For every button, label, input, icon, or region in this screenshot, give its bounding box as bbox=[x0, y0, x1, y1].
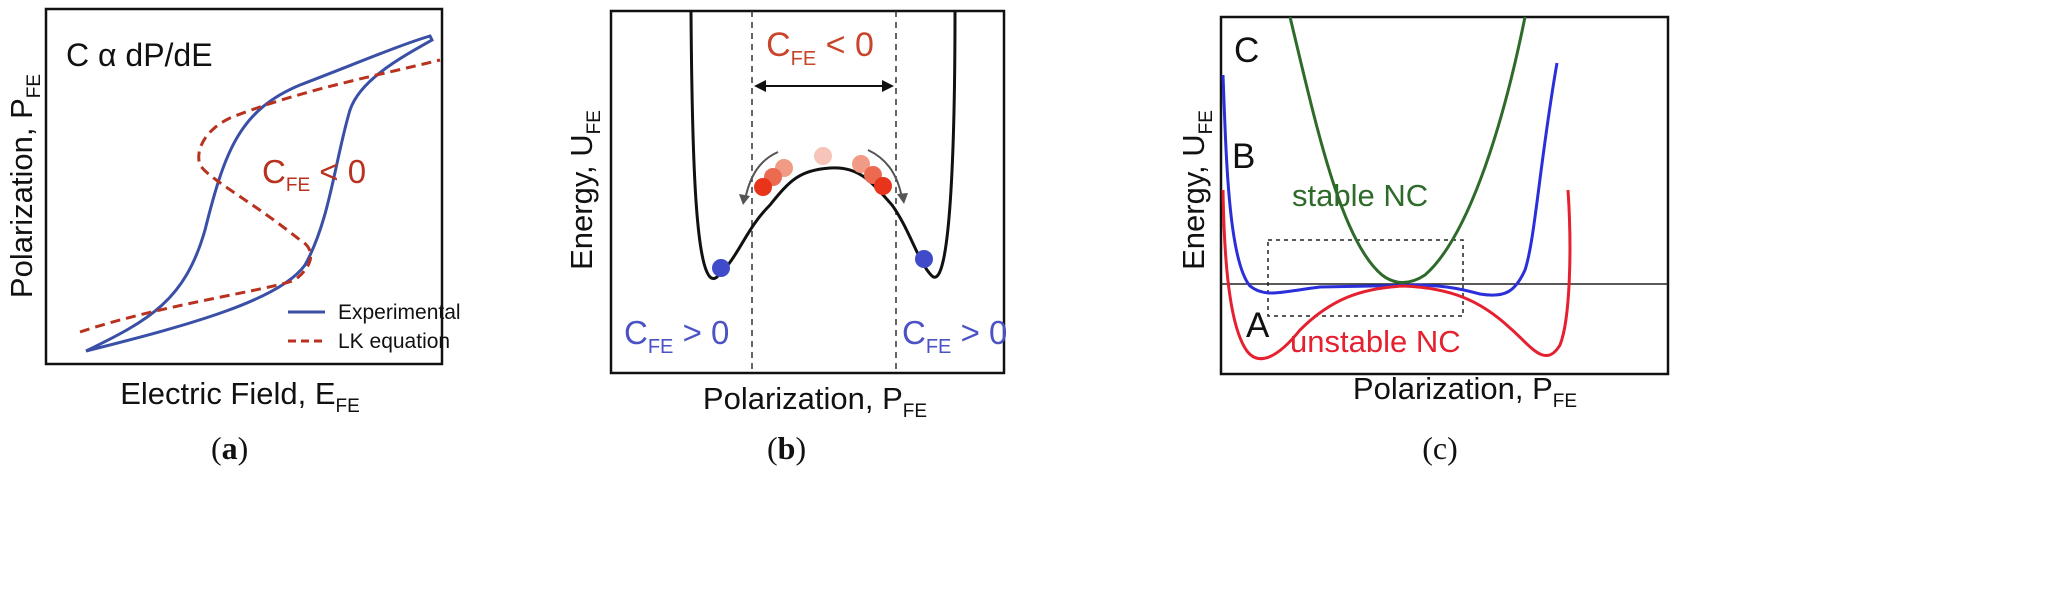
panel-b-ylabel: Energy, UFE bbox=[564, 110, 605, 270]
panel-b-chart: CFE < 0 CFE > 0 CFE > 0 Energy, UFE Pola… bbox=[564, 9, 1007, 466]
curve-a bbox=[1221, 189, 1572, 361]
panel-b: CFE < 0 CFE > 0 CFE > 0 Energy, UFE Pola… bbox=[540, 0, 1040, 611]
energy-curve bbox=[689, 10, 957, 280]
panel-b-xlabel: Polarization, PFE bbox=[703, 381, 927, 422]
curve-b bbox=[1221, 62, 1559, 297]
zoom-box bbox=[1267, 239, 1464, 317]
roll-arrow-left-head bbox=[739, 194, 750, 205]
experimental-curve bbox=[85, 34, 434, 353]
curve-c bbox=[1288, 16, 1527, 284]
stable-nc-label: stable NC bbox=[1292, 178, 1428, 213]
legend-lk-label: LK equation bbox=[338, 330, 450, 353]
lk-equation-curve bbox=[79, 58, 441, 334]
panel-a-frame bbox=[44, 7, 444, 366]
ball-left-3 bbox=[754, 178, 772, 196]
panel-a: C α dP/dE CFE < 0 Experimental LK equati… bbox=[0, 0, 460, 611]
panel-c-caption: (c) bbox=[1422, 430, 1458, 466]
panel-a-legend: Experimental LK equation bbox=[288, 301, 460, 353]
panel-c: C B A stable NC unstable NC Energy, UFE … bbox=[1120, 0, 2061, 611]
curve-a-label: A bbox=[1246, 306, 1270, 345]
ball-top bbox=[814, 147, 832, 165]
panel-a-title: C α dP/dE bbox=[66, 37, 213, 73]
unstable-nc-label: unstable NC bbox=[1290, 324, 1461, 359]
arrow-head-left bbox=[754, 80, 766, 92]
arrow-head-right bbox=[882, 80, 894, 92]
panel-c-frame bbox=[1219, 15, 1670, 376]
panel-b-pos-cap-right: CFE > 0 bbox=[902, 314, 1007, 358]
panel-a-neg-cap-label: CFE < 0 bbox=[262, 153, 366, 196]
legend-experimental-label: Experimental bbox=[338, 301, 460, 324]
roll-arrow-right bbox=[867, 149, 903, 199]
panel-a-chart: C α dP/dE CFE < 0 Experimental LK equati… bbox=[4, 7, 460, 466]
roll-arrow-right-head bbox=[897, 193, 908, 204]
panel-a-caption: (a) bbox=[211, 430, 248, 466]
curve-b-label: B bbox=[1232, 137, 1255, 176]
panel-b-frame bbox=[609, 9, 1006, 375]
panel-b-caption: (b) bbox=[767, 430, 806, 466]
stable-ball-left bbox=[712, 259, 730, 277]
stable-ball-right bbox=[915, 250, 933, 268]
panel-a-ylabel: Polarization, PFE bbox=[4, 74, 45, 298]
curve-c-label: C bbox=[1234, 31, 1259, 70]
panel-a-xlabel: Electric Field, EFE bbox=[120, 376, 360, 417]
panel-c-ylabel: Energy, UFE bbox=[1176, 110, 1217, 270]
ball-right-3 bbox=[874, 177, 892, 195]
panel-b-neg-cap-label: CFE < 0 bbox=[766, 26, 874, 70]
ball-right-1 bbox=[852, 155, 870, 173]
panel-c-xlabel: Polarization, PFE bbox=[1353, 371, 1577, 412]
roll-arrow-left bbox=[744, 151, 779, 201]
panel-b-pos-cap-left: CFE > 0 bbox=[624, 314, 729, 358]
panel-c-chart: C B A stable NC unstable NC Energy, UFE … bbox=[1176, 15, 1670, 466]
